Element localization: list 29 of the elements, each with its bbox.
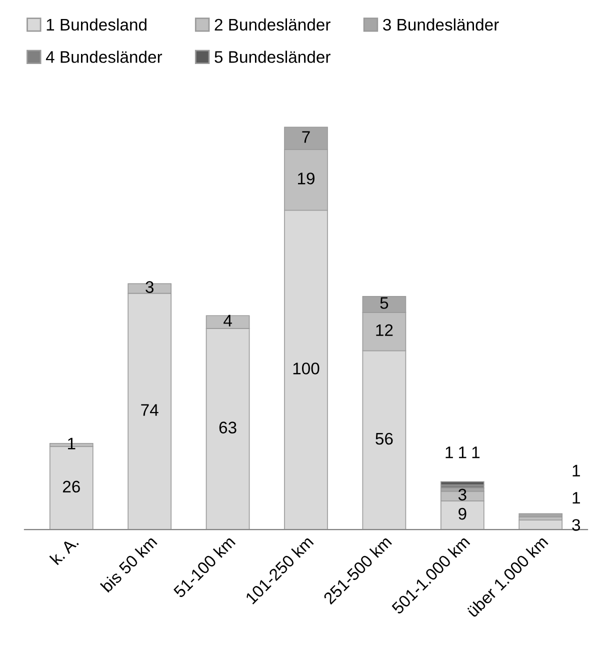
data-label: 9 <box>458 508 466 520</box>
data-label: 1 <box>472 446 480 458</box>
data-label: 3 <box>458 488 466 501</box>
data-label: 1 <box>68 438 76 450</box>
bar <box>518 513 563 518</box>
data-label: 1 <box>446 446 453 458</box>
bar <box>440 481 484 486</box>
data-label: 100 <box>293 362 320 374</box>
data-label: 7 <box>302 131 310 143</box>
data-label: 63 <box>219 422 236 434</box>
data-label: 1 <box>459 446 466 458</box>
data-label: 3 <box>146 281 154 293</box>
data-label: 74 <box>141 404 158 416</box>
data-label: 26 <box>62 480 80 493</box>
data-label: 56 <box>376 432 393 445</box>
x-tick-label: k. A. <box>49 536 79 566</box>
data-label: 19 <box>298 172 314 184</box>
legend-label: 4 Bundesländer <box>46 50 162 63</box>
data-label: 1 <box>572 464 580 476</box>
data-label: 5 <box>380 297 388 309</box>
data-label: 12 <box>376 324 393 336</box>
data-label: 1 <box>572 492 580 504</box>
x-tick-label: bis 50 km <box>100 535 158 593</box>
legend-label: 2 Bundesländer <box>214 18 330 31</box>
legend-label: 5 Bundesländer <box>214 50 330 63</box>
data-label: 3 <box>572 519 580 531</box>
legend-label: 1 Bundesland <box>46 18 146 31</box>
data-label: 4 <box>224 314 232 326</box>
legend-label: 3 Bundesländer <box>383 18 499 31</box>
